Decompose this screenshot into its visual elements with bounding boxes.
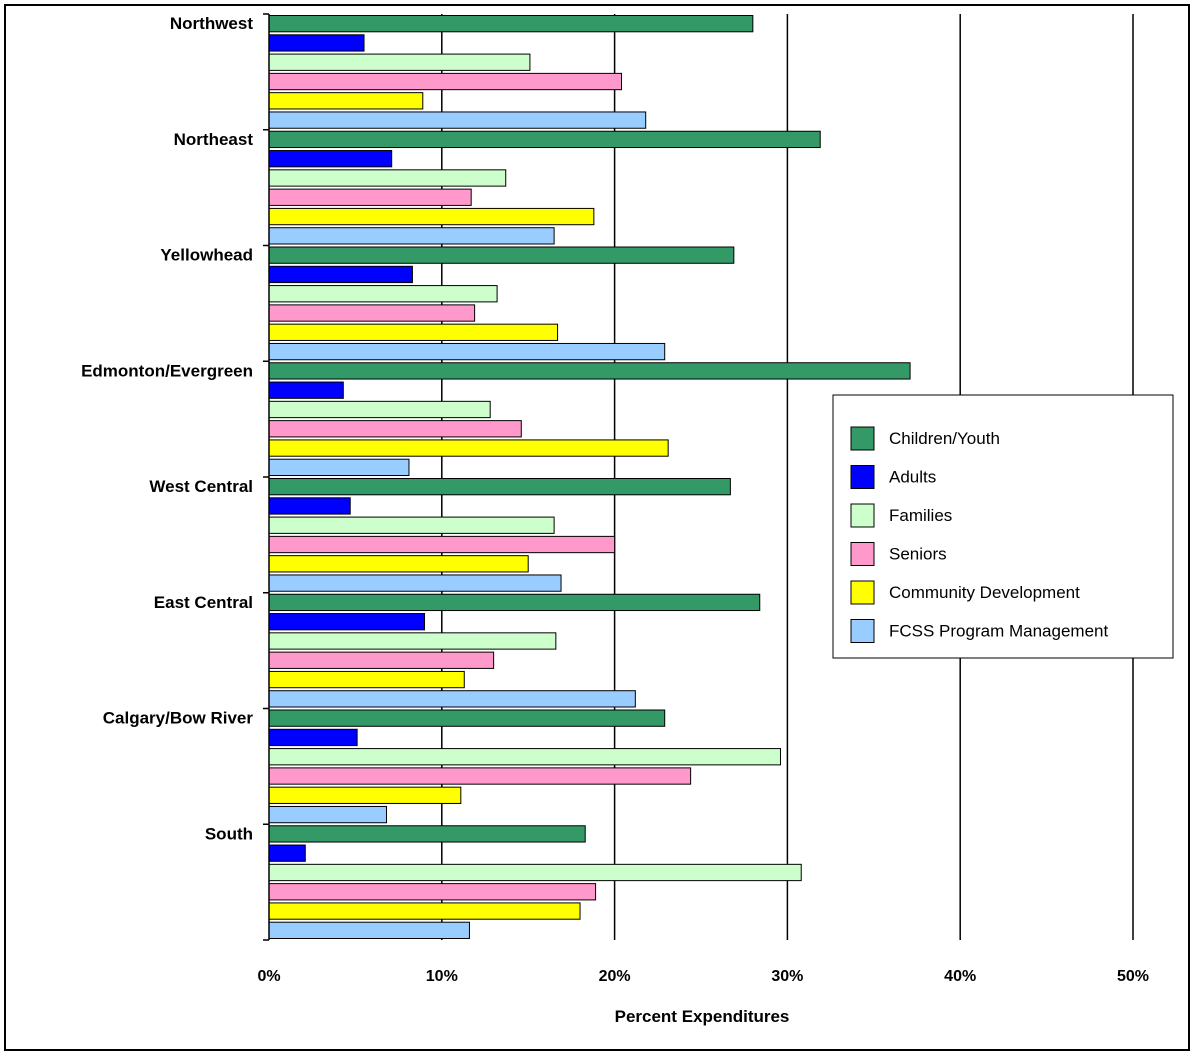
- bar: [268, 15, 754, 33]
- legend-label: Families: [889, 506, 952, 525]
- bar: [268, 728, 358, 747]
- category-axis: [263, 13, 270, 941]
- bar: [268, 362, 911, 380]
- bar: [268, 632, 557, 650]
- category-labels: Northwest Northeast Yellowhead Edmonton/Eve…: [81, 14, 253, 843]
- category-label: South: [205, 824, 253, 843]
- legend-swatch: [850, 619, 875, 643]
- bar: [268, 285, 498, 303]
- x-tick-labels: 0% 10% 20% 30% 40% 50%: [257, 968, 1149, 985]
- gridlines: [441, 14, 1134, 940]
- bar: [268, 613, 426, 631]
- legend-swatch: [850, 542, 875, 566]
- bar: [268, 323, 559, 341]
- category-label: Northeast: [174, 130, 254, 149]
- legend-label: Community Development: [889, 583, 1080, 602]
- legend-label: Seniors: [889, 545, 947, 564]
- bar: [268, 805, 388, 824]
- category-label: West Central: [149, 477, 253, 496]
- bar: [268, 786, 462, 804]
- bar: [268, 400, 491, 419]
- bar: [268, 709, 666, 727]
- legend-box: [832, 394, 1174, 659]
- bar: [268, 227, 555, 245]
- bar: [268, 516, 555, 534]
- x-tick-label: 20%: [599, 968, 631, 985]
- legend-swatch: [850, 503, 875, 528]
- bar: [268, 439, 669, 457]
- bar: [268, 593, 761, 612]
- legend-swatch: [850, 426, 875, 451]
- bar: [268, 902, 581, 920]
- bar: [268, 883, 597, 901]
- x-tick-label: 30%: [771, 968, 803, 985]
- bar: [268, 246, 735, 264]
- bar: [268, 555, 529, 573]
- x-tick-label: 50%: [1117, 968, 1149, 985]
- category-label: Edmonton/Evergreen: [81, 361, 253, 380]
- bar: [268, 863, 802, 882]
- legend: Children/Youth Adults Families Seniors Commu…: [832, 394, 1174, 659]
- legend-swatch: [850, 580, 875, 605]
- bar: [268, 478, 731, 496]
- bar: [268, 748, 781, 766]
- bars: [268, 15, 911, 939]
- x-tick-label: 40%: [944, 968, 976, 985]
- bar: [268, 72, 623, 91]
- bar: [268, 111, 647, 129]
- legend-swatch: [850, 465, 875, 489]
- bar: [268, 921, 470, 939]
- bar: [268, 169, 507, 187]
- bar: [268, 767, 692, 785]
- bar: [268, 690, 636, 708]
- legend-label: FCSS Program Management: [889, 622, 1108, 641]
- category-label: East Central: [154, 593, 253, 612]
- category-label: Northwest: [170, 14, 253, 33]
- bar: [268, 188, 472, 206]
- bar: [268, 420, 522, 438]
- bar: [268, 574, 562, 592]
- bar: [268, 150, 393, 168]
- bar: [268, 92, 424, 110]
- x-tick-label: 10%: [426, 968, 458, 985]
- bar: [268, 53, 531, 71]
- bar: [268, 651, 495, 669]
- bar: [268, 844, 306, 862]
- bar: [268, 458, 410, 477]
- chart-frame: [4, 4, 1190, 1051]
- category-label: Yellowhead: [160, 246, 253, 265]
- bar: [268, 381, 344, 399]
- bar: [268, 34, 365, 52]
- bar: [268, 535, 616, 554]
- bar: [268, 130, 821, 149]
- bar: [268, 670, 465, 689]
- bar: [268, 497, 351, 515]
- legend-label: Adults: [889, 468, 936, 487]
- x-tick-label: 0%: [257, 968, 280, 985]
- bar: [268, 825, 586, 843]
- bar: [268, 265, 413, 284]
- bar: [268, 207, 595, 226]
- bar: [268, 304, 476, 322]
- bar: [268, 342, 666, 361]
- legend-label: Children/Youth: [889, 429, 1000, 448]
- x-axis-title: Percent Expenditures: [615, 1007, 790, 1026]
- category-label: Calgary/Bow River: [103, 709, 254, 728]
